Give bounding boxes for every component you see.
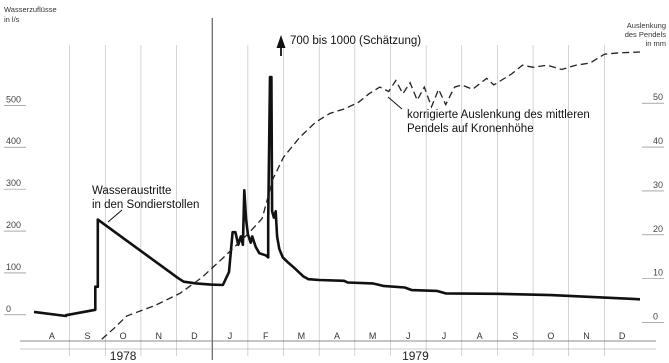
right-axis-title-line-2: des Pendels — [625, 30, 667, 39]
water-label-leader — [107, 209, 123, 223]
pendulum-label-line-2: Pendels auf Kronenhöhe — [407, 123, 534, 135]
pendulum-label-leader — [387, 96, 403, 110]
month-label: S — [512, 331, 518, 341]
peak-annotation: 700 bis 1000 (Schätzung) — [290, 35, 421, 47]
left-axis-ticks: 0 100 200 300 400 500 — [4, 94, 26, 316]
pendulum-label-line-1: korrigierte Auslenkung des mittleren — [407, 109, 590, 121]
month-label: M — [369, 331, 377, 341]
month-label: F — [263, 331, 269, 341]
right-tick-label: 0 — [653, 311, 658, 321]
month-label: A — [477, 331, 483, 341]
left-tick-label: 400 — [6, 136, 21, 146]
month-label: N — [156, 331, 163, 341]
right-axis-title-line-1: Auslenkung — [627, 21, 666, 30]
year-label: 1979 — [402, 349, 429, 363]
left-tick-label: 0 — [6, 304, 11, 314]
month-label: J — [228, 331, 233, 341]
left-axis-title-line-1: Wasserzuflüsse — [4, 5, 57, 14]
month-label: J — [406, 331, 411, 341]
month-label: N — [583, 331, 590, 341]
left-tick-label: 300 — [6, 178, 21, 188]
month-label: M — [298, 331, 306, 341]
water-label-line-2: in den Sondierstollen — [92, 199, 199, 211]
month-label: A — [334, 331, 340, 341]
month-label: O — [120, 331, 127, 341]
month-label: A — [49, 331, 55, 341]
month-label: S — [84, 331, 90, 341]
month-label: D — [619, 331, 626, 341]
month-label: O — [547, 331, 554, 341]
right-tick-label: 20 — [653, 224, 663, 234]
left-tick-label: 100 — [6, 262, 21, 272]
right-tick-label: 50 — [653, 92, 663, 102]
series-line-water-inflow — [33, 75, 641, 318]
right-tick-label: 30 — [653, 180, 663, 190]
gridlines — [69, 18, 605, 360]
series-line-pendulum-deflection — [101, 51, 641, 340]
right-tick-label: 40 — [653, 136, 663, 146]
left-tick-label: 200 — [6, 220, 21, 230]
right-tick-label: 10 — [653, 268, 663, 278]
peak-arrow-head — [276, 35, 286, 48]
year-label: 1978 — [110, 349, 137, 363]
left-axis-title-line-2: in l/s — [4, 15, 20, 24]
right-axis-ticks: 0 10 20 30 40 50 — [642, 92, 664, 323]
month-label: J — [442, 331, 447, 341]
year-labels: 1978 1979 — [110, 349, 429, 363]
left-tick-label: 500 — [6, 94, 21, 104]
month-label: D — [191, 331, 198, 341]
month-timeline — [20, 340, 656, 350]
water-label-line-1: Wasseraustritte — [92, 185, 171, 197]
right-axis-title-line-3: in mm — [646, 39, 666, 48]
